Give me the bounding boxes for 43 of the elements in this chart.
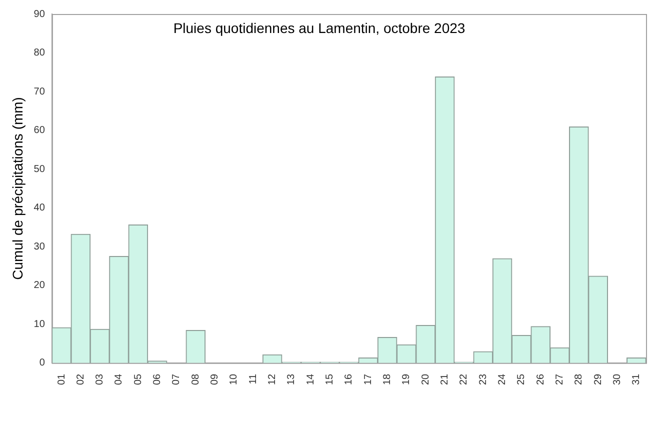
x-tick-label: 28 [574, 373, 585, 385]
x-tick-label: 21 [440, 373, 451, 385]
x-tick-label: 06 [152, 373, 164, 385]
x-tick-label: 09 [210, 373, 221, 385]
x-tick-label: 19 [401, 373, 412, 385]
x-tick-label: 07 [171, 373, 182, 385]
x-tick-label: 14 [305, 373, 316, 385]
x-tick-label: 08 [190, 373, 202, 385]
y-tick-label: 40 [34, 202, 46, 214]
x-tick-label: 02 [75, 373, 86, 385]
x-tick-label: 17 [362, 373, 374, 385]
x-tick-label: 15 [324, 373, 336, 385]
y-tick-label: 10 [34, 318, 46, 330]
x-tick-label: 30 [612, 373, 624, 385]
x-tick-label: 24 [497, 373, 508, 385]
x-tick-label: 29 [592, 373, 604, 385]
x-tick-label: 22 [458, 373, 470, 385]
y-tick-label: 20 [34, 280, 46, 292]
x-tick-label: 31 [631, 373, 642, 385]
y-tick-label: 50 [34, 164, 46, 175]
x-tick-label: 13 [286, 373, 298, 385]
x-tick-label: 04 [114, 373, 125, 385]
x-tick-label: 27 [554, 373, 566, 385]
x-tick-label: 12 [267, 373, 278, 385]
x-tick-label: 05 [132, 373, 144, 385]
x-tick-label: 20 [420, 373, 432, 385]
x-tick-label: 23 [478, 373, 489, 385]
y-tick-label: 30 [34, 241, 46, 252]
y-axis-title: Cumul de précipitations (mm) [9, 97, 26, 280]
y-tick-label: 80 [34, 48, 46, 59]
x-tick-label: 01 [56, 373, 68, 385]
x-tick-label: 11 [248, 373, 259, 384]
x-tick-label: 16 [344, 373, 355, 385]
x-tick-label: 03 [94, 373, 106, 385]
x-tick-label: 18 [382, 373, 394, 385]
y-tick-label: 60 [34, 125, 46, 136]
y-tick-label: 70 [34, 86, 46, 98]
x-tick-label: 26 [535, 373, 546, 385]
y-tick-label: 0 [39, 358, 46, 369]
x-tick-label: 10 [228, 373, 240, 385]
x-tick-label: 25 [516, 373, 528, 385]
text: Pluies quotidiennes au Lamentin, octobre 2023 [173, 20, 466, 36]
y-tick-label: 90 [34, 8, 46, 20]
